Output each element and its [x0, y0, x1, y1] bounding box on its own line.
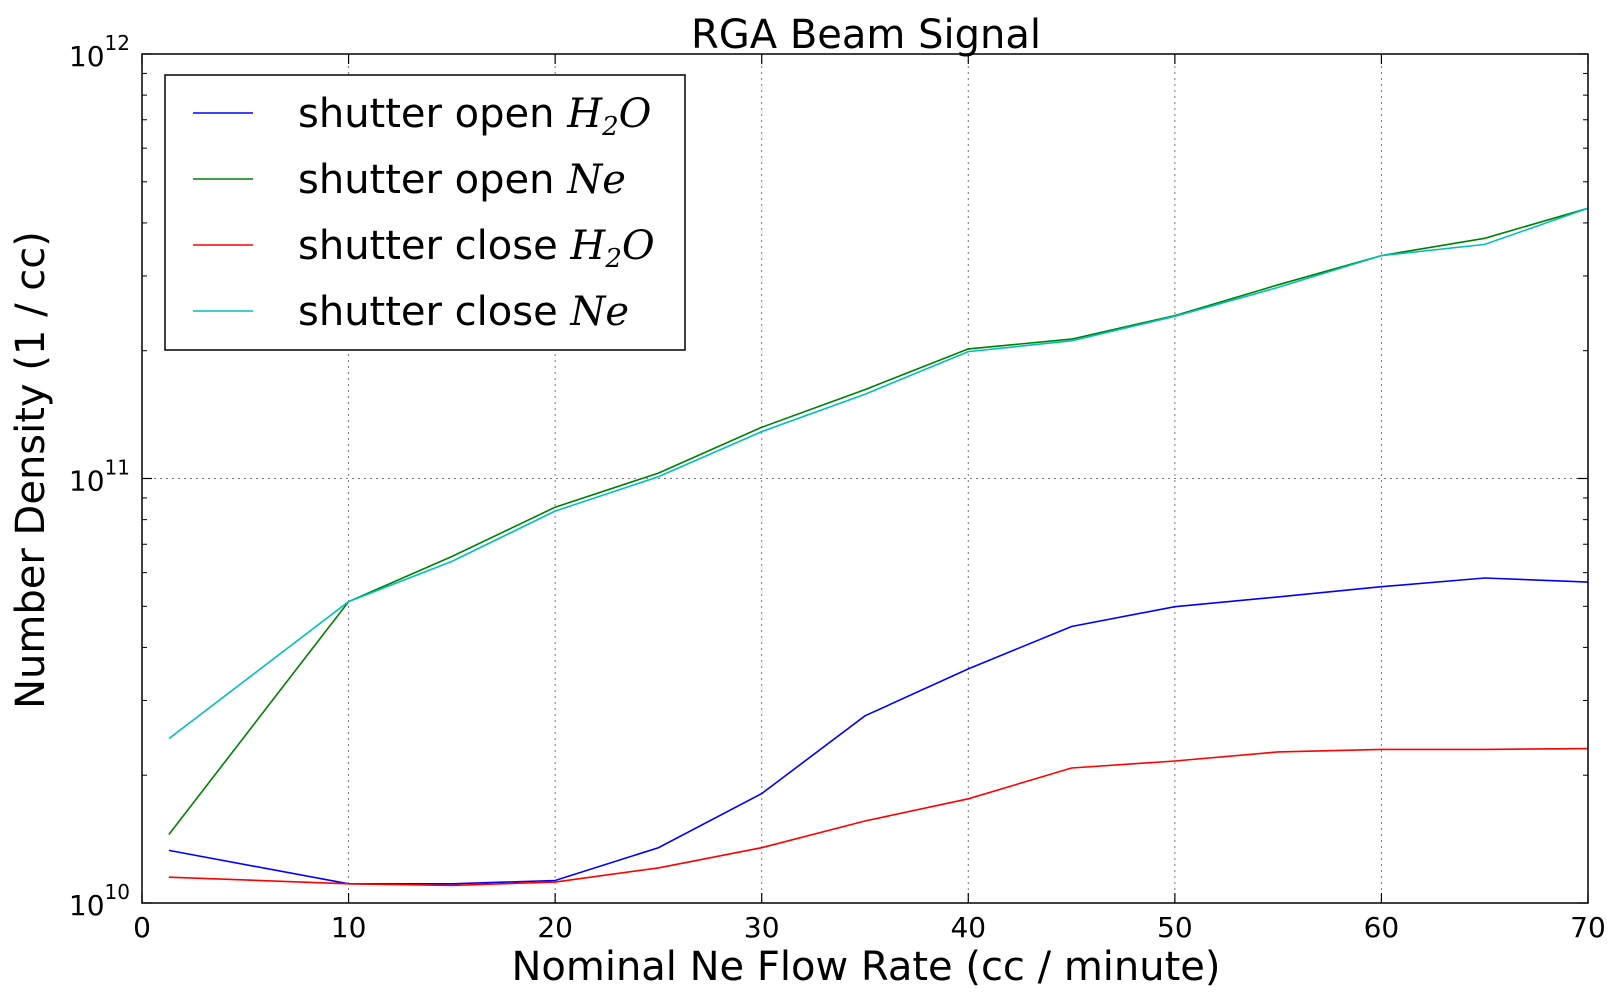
x-tick-label: 70 — [1570, 911, 1606, 944]
legend-label-name: shutter open — [298, 91, 567, 137]
x-tick-label: 50 — [1157, 911, 1193, 944]
axis-ticks — [141, 53, 1589, 904]
legend-label-name: shutter close — [298, 289, 570, 335]
legend-label: shutter open H2O — [298, 91, 651, 142]
y-tick-exponent: 12 — [105, 31, 130, 55]
legend-label-math-tail: O — [622, 223, 655, 269]
legend-label-math-tail: O — [619, 91, 652, 137]
x-tick-label: 30 — [744, 911, 780, 944]
y-tick-label: 1010 — [69, 880, 130, 922]
x-tick-label: 60 — [1364, 911, 1400, 944]
legend-label-sub: 2 — [604, 244, 622, 274]
series-line-3 — [168, 207, 1589, 740]
legend-box — [164, 74, 686, 351]
legend-label: shutter open Ne — [298, 157, 626, 203]
x-tick-label: 40 — [950, 911, 986, 944]
series-line-0 — [168, 577, 1589, 885]
grid-lines — [142, 54, 1588, 903]
y-tick-base: 10 — [69, 889, 105, 922]
legend-label-math: Ne — [566, 157, 626, 203]
y-tick-label: 1011 — [69, 456, 130, 498]
chart-title: RGA Beam Signal — [691, 12, 1041, 58]
y-tick-exponent: 11 — [105, 456, 130, 480]
y-tick-exponent: 10 — [105, 880, 130, 904]
y-tick-label: 1012 — [69, 31, 130, 73]
x-tick-labels: 0 10 20 30 40 50 60 70 — [133, 911, 1606, 944]
x-tick-label: 10 — [331, 911, 367, 944]
y-tick-base: 10 — [69, 465, 105, 498]
y-axis-label: Number Density (1 / cc) — [8, 231, 54, 709]
series-lines — [168, 207, 1589, 887]
legend-label: shutter close Ne — [298, 289, 629, 335]
legend-label-name: shutter close — [298, 223, 570, 269]
legend-label-sub: 2 — [601, 112, 619, 142]
y-tick-base: 10 — [69, 40, 105, 73]
x-tick-label: 0 — [133, 911, 151, 944]
x-axis-label: Nominal Ne Flow Rate (cc / minute) — [511, 944, 1220, 990]
legend-label-name: shutter open — [298, 157, 567, 203]
legend-label-math: H — [566, 91, 603, 137]
legend-label-math: Ne — [569, 289, 629, 335]
x-tick-label: 20 — [537, 911, 573, 944]
legend-label-math: H — [569, 223, 606, 269]
legend-label: shutter close H2O — [298, 223, 655, 274]
series-line-2 — [168, 747, 1589, 887]
